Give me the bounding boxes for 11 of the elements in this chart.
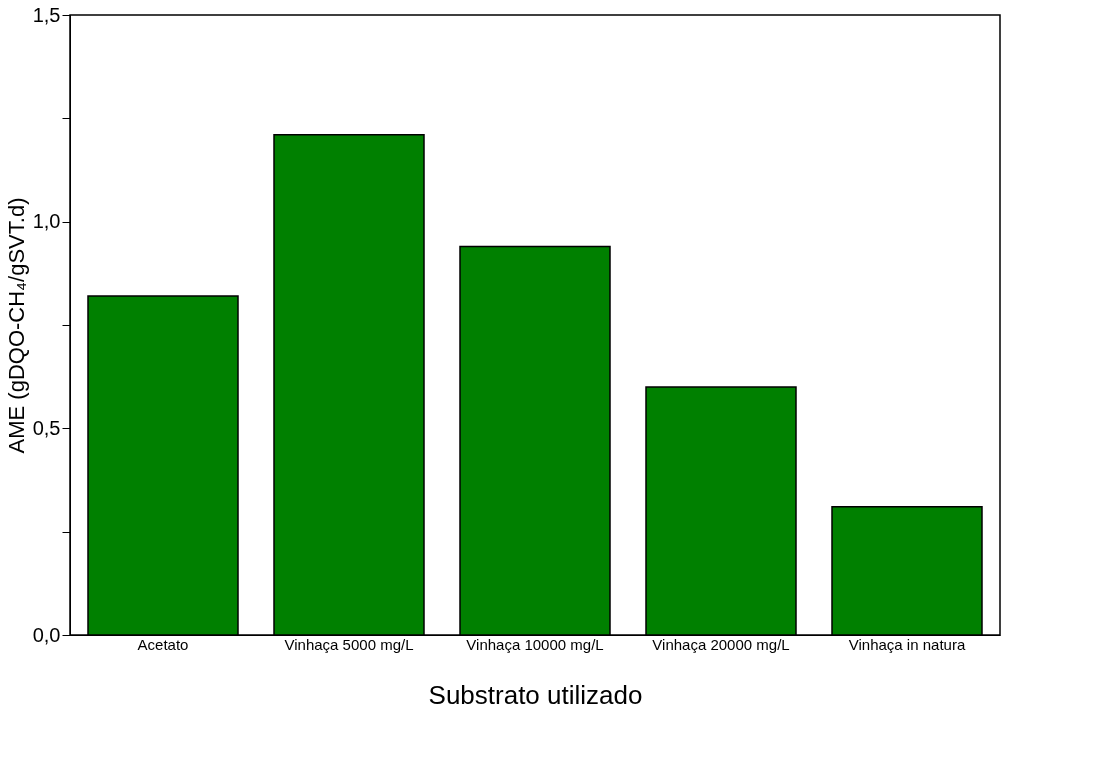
y-tick-label: 0,5: [32, 416, 61, 439]
y-tick-label: 1,5: [32, 3, 61, 26]
y-axis-title: AME (gDQO-CH₄/gSVT.d): [3, 197, 29, 454]
x-tick-label: Vinhaça 20000 mg/L: [652, 635, 790, 653]
x-tick-label: Acetato: [137, 635, 189, 653]
y-tick-label: 0,0: [32, 623, 61, 646]
x-tick-label: Vinhaça 10000 mg/L: [466, 635, 604, 653]
y-tick-label: 1,0: [32, 210, 61, 233]
x-axis-title: Substrato utilizado: [428, 679, 643, 710]
x-tick-label: Vinhaça 5000 mg/L: [284, 635, 414, 653]
x-tick-label: Vinhaça in natura: [848, 635, 966, 653]
